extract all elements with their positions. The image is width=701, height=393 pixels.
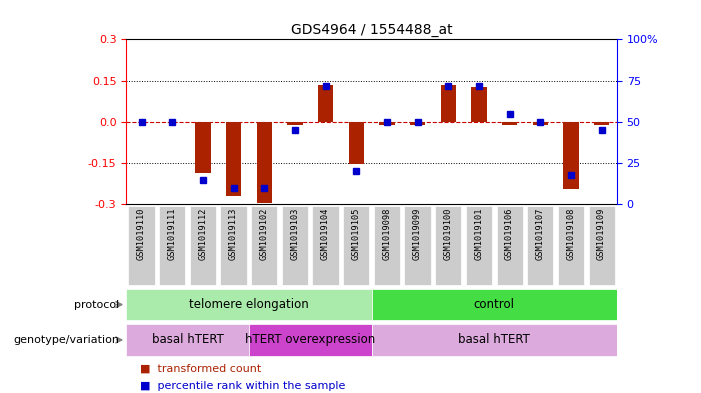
FancyBboxPatch shape bbox=[374, 206, 400, 285]
Bar bbox=[249, 324, 372, 356]
FancyBboxPatch shape bbox=[282, 206, 308, 285]
Bar bbox=[195, 122, 210, 173]
Bar bbox=[440, 85, 456, 122]
Text: telomere elongation: telomere elongation bbox=[189, 298, 308, 311]
Text: GSM1019100: GSM1019100 bbox=[444, 208, 453, 260]
Bar bbox=[126, 324, 249, 356]
Text: GSM1019098: GSM1019098 bbox=[382, 208, 391, 260]
Text: ■  transformed count: ■ transformed count bbox=[140, 364, 261, 374]
Bar bbox=[563, 122, 578, 189]
FancyBboxPatch shape bbox=[313, 206, 339, 285]
Bar bbox=[257, 122, 272, 203]
FancyBboxPatch shape bbox=[190, 206, 216, 285]
FancyBboxPatch shape bbox=[496, 206, 522, 285]
Text: GSM1019113: GSM1019113 bbox=[229, 208, 238, 260]
Text: GSM1019104: GSM1019104 bbox=[321, 208, 330, 260]
Bar bbox=[226, 122, 241, 196]
Bar bbox=[594, 122, 609, 125]
Text: GSM1019112: GSM1019112 bbox=[198, 208, 207, 260]
FancyBboxPatch shape bbox=[159, 206, 185, 285]
Bar bbox=[372, 288, 617, 321]
Text: GSM1019110: GSM1019110 bbox=[137, 208, 146, 260]
Bar bbox=[502, 122, 517, 125]
FancyBboxPatch shape bbox=[589, 206, 615, 285]
Text: GSM1019106: GSM1019106 bbox=[505, 208, 514, 260]
Text: GSM1019105: GSM1019105 bbox=[352, 208, 361, 260]
Text: control: control bbox=[474, 298, 515, 311]
Bar bbox=[126, 288, 372, 321]
Bar bbox=[471, 88, 486, 122]
Text: basal hTERT: basal hTERT bbox=[151, 333, 224, 347]
Bar bbox=[372, 324, 617, 356]
Text: GSM1019101: GSM1019101 bbox=[475, 208, 484, 260]
FancyBboxPatch shape bbox=[343, 206, 369, 285]
FancyBboxPatch shape bbox=[558, 206, 584, 285]
Text: GSM1019108: GSM1019108 bbox=[566, 208, 576, 260]
Bar bbox=[410, 122, 426, 125]
Text: protocol: protocol bbox=[74, 299, 119, 310]
Title: GDS4964 / 1554488_at: GDS4964 / 1554488_at bbox=[291, 23, 452, 37]
FancyBboxPatch shape bbox=[435, 206, 461, 285]
FancyBboxPatch shape bbox=[221, 206, 247, 285]
FancyBboxPatch shape bbox=[527, 206, 553, 285]
Bar bbox=[318, 85, 333, 122]
Text: hTERT overexpression: hTERT overexpression bbox=[245, 333, 375, 347]
Text: ■  percentile rank within the sample: ■ percentile rank within the sample bbox=[140, 381, 346, 391]
Text: GSM1019102: GSM1019102 bbox=[259, 208, 268, 260]
Bar bbox=[533, 122, 548, 125]
Text: GSM1019103: GSM1019103 bbox=[290, 208, 299, 260]
FancyBboxPatch shape bbox=[251, 206, 277, 285]
FancyBboxPatch shape bbox=[466, 206, 492, 285]
Bar bbox=[348, 122, 364, 165]
Text: genotype/variation: genotype/variation bbox=[13, 335, 119, 345]
Bar bbox=[379, 122, 395, 125]
Bar bbox=[287, 122, 303, 125]
Text: GSM1019107: GSM1019107 bbox=[536, 208, 545, 260]
Text: GSM1019109: GSM1019109 bbox=[597, 208, 606, 260]
Text: basal hTERT: basal hTERT bbox=[458, 333, 530, 347]
Text: GSM1019111: GSM1019111 bbox=[168, 208, 177, 260]
FancyBboxPatch shape bbox=[404, 206, 430, 285]
FancyBboxPatch shape bbox=[128, 206, 154, 285]
Text: GSM1019099: GSM1019099 bbox=[413, 208, 422, 260]
